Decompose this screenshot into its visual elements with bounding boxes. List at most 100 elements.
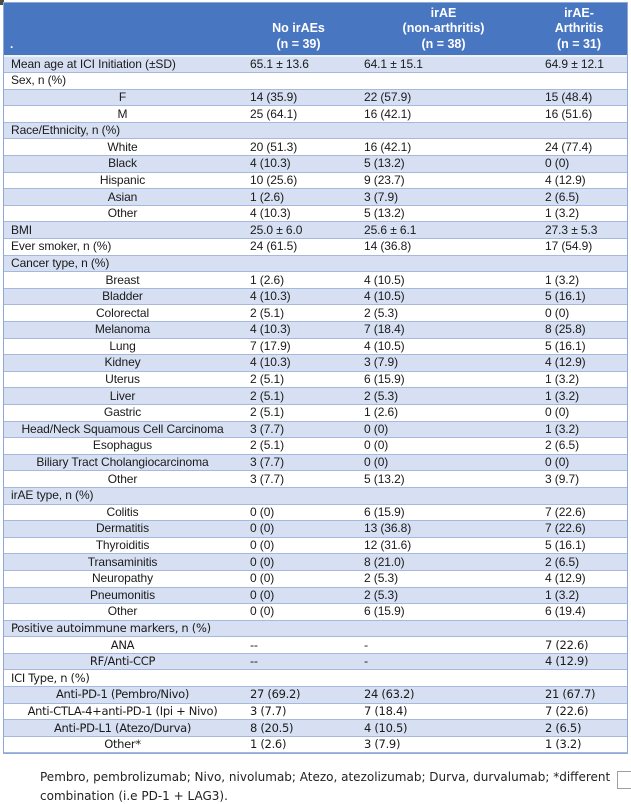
row-label: M xyxy=(4,105,241,123)
cell-value: 2 (5.3) xyxy=(356,387,531,405)
cell-value: 4 (10.3) xyxy=(241,205,356,223)
cell-value: 16 (42.1) xyxy=(356,105,531,123)
cell-value: 2 (6.5) xyxy=(531,437,627,455)
cell-value: 2 (6.5) xyxy=(531,719,627,737)
row-label: White xyxy=(4,138,241,157)
cell-value xyxy=(531,72,627,90)
row-label: Neuropathy xyxy=(4,570,241,588)
cell-value xyxy=(531,669,627,688)
row-label: Ever smoker, n (%) xyxy=(4,238,241,256)
header-row: . No irAEs (n = 39) irAE (non-arthritis)… xyxy=(4,3,627,57)
column-header-irae-non-arthritis: irAE (non-arthritis) (n = 38) xyxy=(356,3,531,57)
cell-value: 7 (22.6) xyxy=(531,703,627,721)
cell-value: 5 (13.2) xyxy=(356,470,531,488)
table-row: Breast 1 (2.6) 4 (10.5) 1 (3.2) xyxy=(4,271,627,289)
table-row: Anti-PD-1 (Pembro/Nivo) 27 (69.2) 24 (63.2… xyxy=(4,686,627,704)
cell-value: 4 (10.5) xyxy=(356,719,531,737)
cell-value xyxy=(241,669,356,688)
cell-value: 27.3 ± 5.3 xyxy=(531,221,627,240)
table-row: Hispanic 10 (25.6) 9 (23.7) 4 (12.9) xyxy=(4,172,627,190)
row-label: Thyroiditis xyxy=(4,537,241,555)
cell-value xyxy=(356,669,531,688)
cell-value: 4 (12.9) xyxy=(531,354,627,372)
cell-value: 14 (35.9) xyxy=(241,89,356,107)
cell-value: 64.1 ± 15.1 xyxy=(356,56,531,74)
cell-value: 2 (5.3) xyxy=(356,587,531,605)
cell-value: 1 (3.2) xyxy=(531,271,627,289)
cell-value: 0 (0) xyxy=(241,603,356,621)
cell-value xyxy=(241,487,356,505)
cell-value xyxy=(241,122,356,140)
cell-value: 2 (5.3) xyxy=(356,570,531,588)
table-row: Cancer type, n (%) xyxy=(4,255,627,273)
row-label: Colorectal xyxy=(4,304,241,322)
cell-value: 12 (31.6) xyxy=(356,537,531,555)
table-row: Pneumonitis 0 (0) 2 (5.3) 1 (3.2) xyxy=(4,587,627,605)
cell-value: 21 (67.7) xyxy=(531,686,627,704)
table-row: Race/Ethnicity, n (%) xyxy=(4,122,627,140)
cell-value: 0 (0) xyxy=(356,421,531,439)
cell-value: 1 (2.6) xyxy=(241,188,356,206)
row-label: Transaminitis xyxy=(4,553,241,571)
cell-value: 16 (51.6) xyxy=(531,105,627,123)
cell-value: 24 (77.4) xyxy=(531,138,627,157)
cell-value: 3 (7.7) xyxy=(241,470,356,488)
cell-value: 2 (5.3) xyxy=(356,304,531,322)
cell-value: 25.6 ± 6.1 xyxy=(356,221,531,240)
cell-value: 0 (0) xyxy=(531,155,627,173)
partial-ui-box xyxy=(617,771,631,789)
cell-value: 15 (48.4) xyxy=(531,89,627,107)
cell-value xyxy=(356,620,531,638)
row-label: RF/Anti-CCP xyxy=(4,653,241,671)
row-label: Breast xyxy=(4,271,241,289)
cell-value: 4 (10.3) xyxy=(241,321,356,339)
cell-value: 7 (18.4) xyxy=(356,703,531,721)
cell-value: 64.9 ± 12.1 xyxy=(531,56,627,74)
table-row: Colorectal 2 (5.1) 2 (5.3) 0 (0) xyxy=(4,304,627,322)
cell-value: 0 (0) xyxy=(356,437,531,455)
row-label: Black xyxy=(4,155,241,173)
cell-value: 10 (25.6) xyxy=(241,172,356,190)
table-row: Anti-CTLA-4+anti-PD-1 (Ipi + Nivo) 3 (7.7… xyxy=(4,703,627,721)
column-header-no-iraes: No irAEs (n = 39) xyxy=(241,3,356,57)
cell-value xyxy=(241,72,356,90)
cell-value: 6 (15.9) xyxy=(356,603,531,621)
row-label: Hispanic xyxy=(4,172,241,190)
row-label: Kidney xyxy=(4,354,241,372)
cell-value xyxy=(356,255,531,273)
cell-value: 4 (12.9) xyxy=(531,653,627,671)
cell-value: 0 (0) xyxy=(356,454,531,472)
table-row: M 25 (64.1) 16 (42.1) 16 (51.6) xyxy=(4,105,627,123)
table-row: Black 4 (10.3) 5 (13.2) 0 (0) xyxy=(4,155,627,173)
cell-value: 25.0 ± 6.0 xyxy=(241,221,356,240)
cell-value: 3 (7.7) xyxy=(241,421,356,439)
cell-value: 4 (10.3) xyxy=(241,155,356,173)
cell-value: 0 (0) xyxy=(241,553,356,571)
cell-value: 1 (2.6) xyxy=(241,736,356,754)
cell-value: 0 (0) xyxy=(531,304,627,322)
row-label: Liver xyxy=(4,387,241,405)
cell-value: 7 (22.6) xyxy=(531,520,627,538)
table-row: Dermatitis 0 (0) 13 (36.8) 7 (22.6) xyxy=(4,520,627,538)
cell-value: 4 (10.3) xyxy=(241,354,356,372)
corner-artifact xyxy=(0,0,4,5)
row-label: Bladder xyxy=(4,288,241,306)
cell-value: 17 (54.9) xyxy=(531,238,627,256)
cell-value: 1 (2.6) xyxy=(241,271,356,289)
data-table: . No irAEs (n = 39) irAE (non-arthritis)… xyxy=(4,3,627,754)
cell-value: 4 (10.5) xyxy=(356,338,531,356)
row-label: Esophagus xyxy=(4,437,241,455)
table-footnote: Pembro, pembrolizumab; Nivo, nivolumab; … xyxy=(40,770,611,803)
cell-value: 1 (2.6) xyxy=(356,404,531,422)
cell-value: 0 (0) xyxy=(241,537,356,555)
row-label: Anti-PD-L1 (Atezo/Durva) xyxy=(4,719,241,737)
row-label: Biliary Tract Cholangiocarcinoma xyxy=(4,454,241,472)
cell-value: 65.1 ± 13.6 xyxy=(241,56,356,74)
table-row: Ever smoker, n (%) 24 (61.5) 14 (36.8) 17 (… xyxy=(4,238,627,256)
cell-value: 2 (5.1) xyxy=(241,404,356,422)
cell-value: 24 (63.2) xyxy=(356,686,531,704)
table-row: Lung 7 (17.9) 4 (10.5) 5 (16.1) xyxy=(4,338,627,356)
row-label: Pneumonitis xyxy=(4,587,241,605)
table-row: Positive autoimmune markers, n (%) xyxy=(4,620,627,638)
table-row: ICI Type, n (%) xyxy=(4,669,627,688)
